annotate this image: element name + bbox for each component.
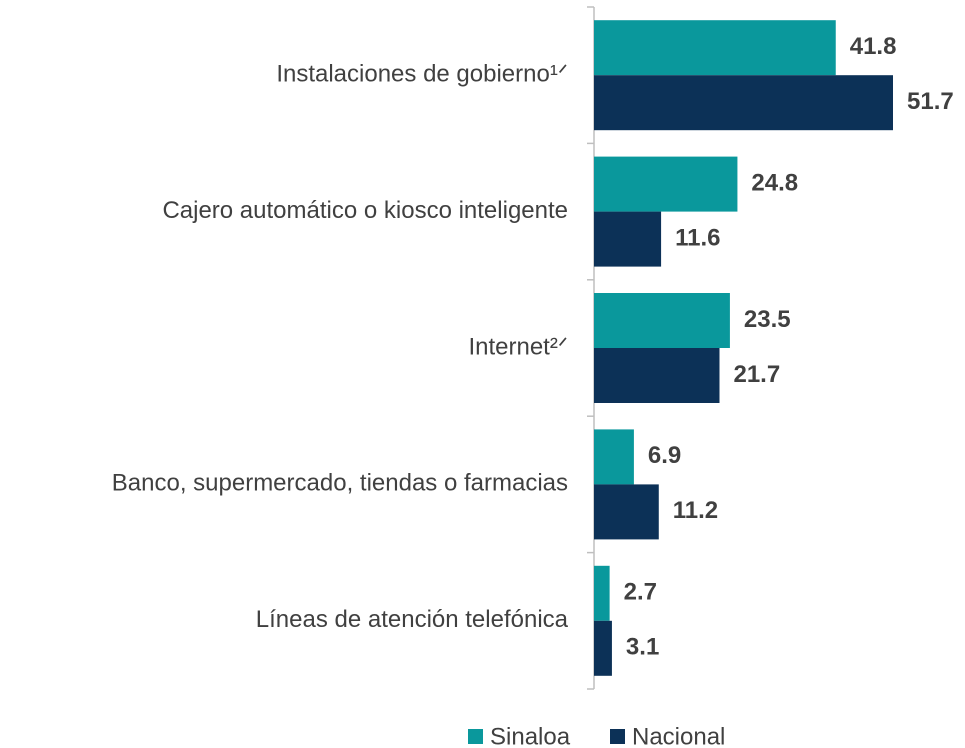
- value-label: 51.7: [907, 88, 954, 115]
- legend-label: Nacional: [632, 723, 725, 748]
- bar: [594, 293, 730, 348]
- value-label: 11.2: [673, 497, 718, 524]
- bar: [594, 565, 610, 621]
- value-label: 6.9: [648, 442, 681, 469]
- legend-swatch: [468, 729, 483, 744]
- category-label: Líneas de atención telefónica: [256, 606, 569, 633]
- category-label: Internet²ᐟ: [468, 333, 568, 360]
- bar: [594, 429, 634, 485]
- bar: [594, 620, 612, 676]
- bar: [594, 156, 738, 212]
- bar: [594, 211, 662, 267]
- bar: [594, 348, 720, 403]
- value-label: 21.7: [733, 361, 780, 388]
- value-label: 41.8: [850, 33, 897, 60]
- category-label: Cajero automático o kiosco inteligente: [162, 197, 568, 224]
- category-label: Banco, supermercado, tiendas o farmacias: [112, 470, 568, 497]
- value-label: 2.7: [624, 579, 657, 606]
- category-label: Instalaciones de gobierno¹ᐟ: [276, 61, 568, 88]
- legend-swatch: [610, 729, 625, 744]
- value-label: 23.5: [744, 306, 791, 333]
- value-label: 11.6: [675, 224, 720, 251]
- bar: [594, 75, 893, 131]
- value-label: 3.1: [626, 634, 659, 661]
- bar: [594, 484, 659, 540]
- legend-label: Sinaloa: [490, 723, 571, 748]
- value-label: 24.8: [751, 169, 798, 196]
- bar: [594, 20, 836, 76]
